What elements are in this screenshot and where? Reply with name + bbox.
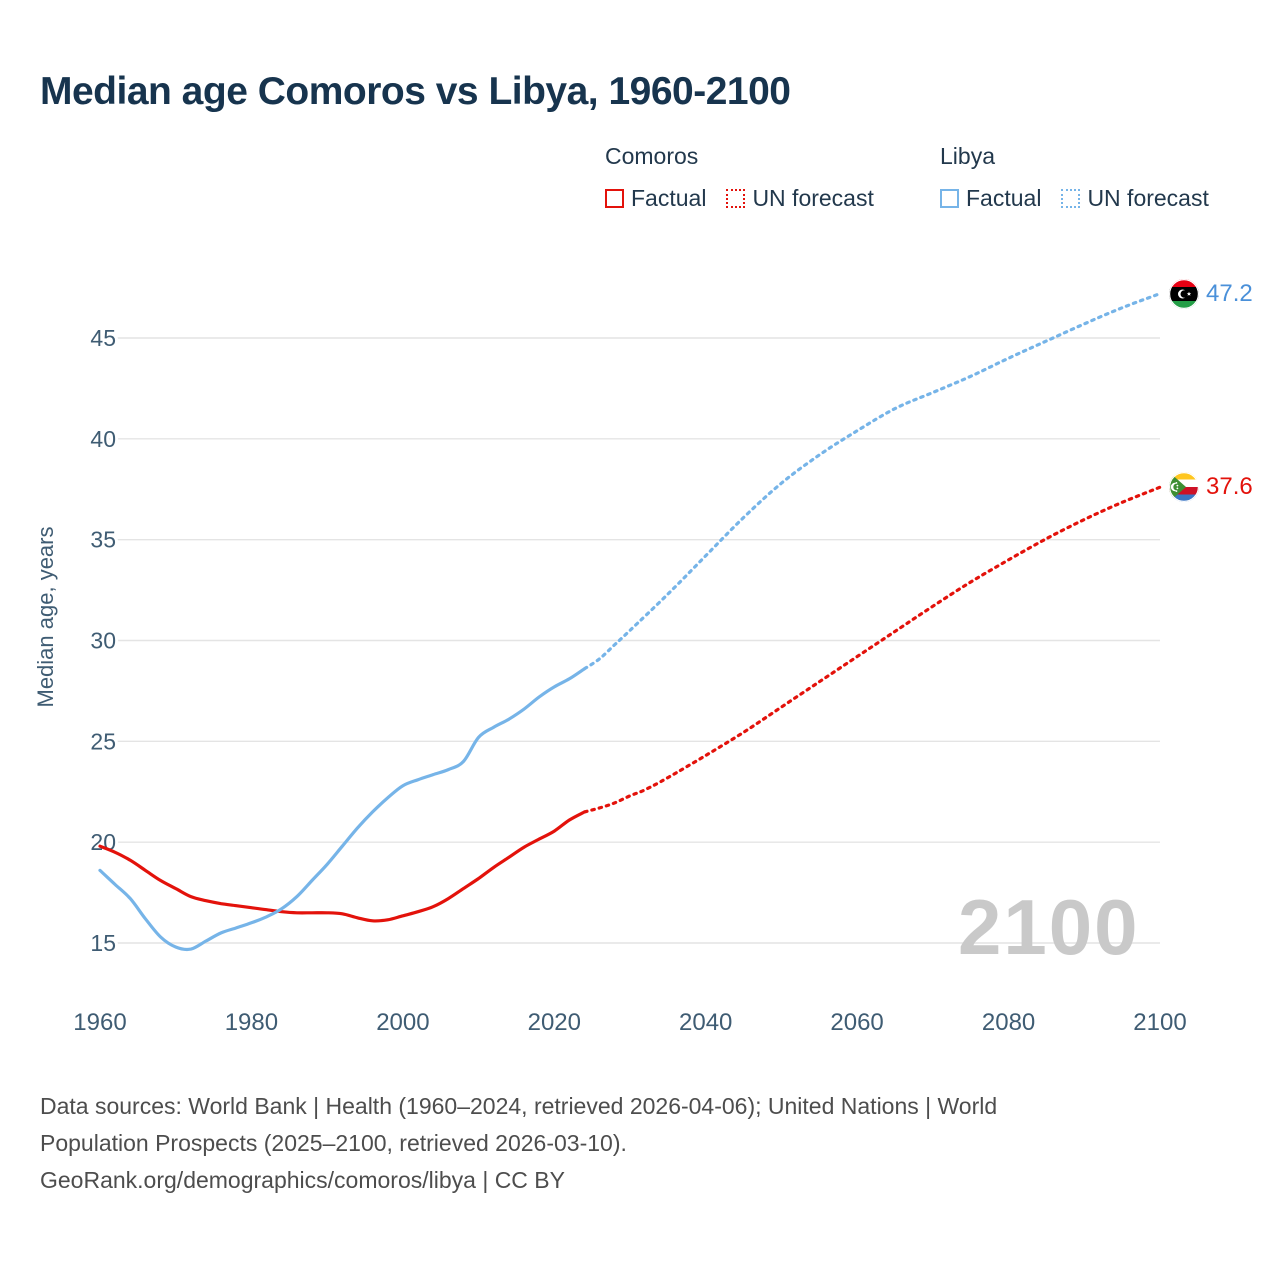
series-line-comoros-factual — [98, 810, 587, 923]
x-tick-label: 2020 — [528, 1009, 581, 1036]
comoros-forecast-label: UN forecast — [752, 185, 874, 211]
x-tick-label: 2100 — [1133, 1009, 1186, 1036]
libya-flag-icon — [1169, 278, 1199, 309]
x-tick-label: 1980 — [225, 1009, 278, 1036]
series-lines — [98, 292, 1162, 952]
series-line-comoros-un-forecast — [583, 485, 1162, 814]
y-tick-label: 40 — [90, 426, 116, 452]
comoros-flag-icon — [1169, 472, 1199, 503]
y-tick-label: 45 — [90, 325, 116, 351]
x-tick-label: 2040 — [679, 1009, 732, 1036]
libya-end-marker: 47.2 — [1169, 278, 1253, 309]
x-tick-label: 1960 — [73, 1009, 126, 1036]
y-tick-label: 25 — [90, 728, 116, 754]
libya-forecast-swatch — [1061, 189, 1081, 208]
libya-forecast-label: UN forecast — [1087, 185, 1209, 211]
x-tick-labels: 1960 1980 2000 2020 2040 2060 2080 2100 — [73, 1009, 1186, 1036]
series-line-libya-factual — [98, 667, 587, 952]
comoros-forecast-swatch — [726, 189, 746, 208]
libya-factual-swatch — [940, 189, 959, 208]
gridlines — [95, 337, 1160, 944]
comoros-factual-swatch — [605, 189, 624, 208]
comoros-end-marker: 37.6 — [1169, 472, 1253, 503]
legend-group-comoros: Comoros Factual UN forecast — [605, 143, 874, 212]
footer-line: Data sources: World Bank | Health (1960–… — [40, 1093, 998, 1119]
x-tick-label: 2080 — [982, 1009, 1035, 1036]
footer: Data sources: World Bank | Health (1960–… — [40, 1088, 1200, 1199]
comoros-factual-label: Factual — [631, 185, 707, 211]
comoros-end-value: 37.6 — [1206, 473, 1253, 501]
legend-country-label-libya: Libya — [940, 143, 995, 169]
chart-title: Median age Comoros vs Libya, 1960-2100 — [40, 70, 791, 113]
y-tick-label: 30 — [90, 628, 116, 654]
y-tick-label: 35 — [90, 527, 116, 553]
legend-country-label-comoros: Comoros — [605, 143, 699, 169]
x-tick-label: 2000 — [376, 1009, 429, 1036]
legend-group-libya: Libya Factual UN forecast — [940, 143, 1209, 212]
watermark-year: 2100 — [958, 883, 1140, 971]
series-line-libya-un-forecast — [583, 292, 1162, 671]
libya-factual-label: Factual — [966, 185, 1042, 211]
x-tick-label: 2060 — [830, 1009, 883, 1036]
libya-end-value: 47.2 — [1206, 279, 1253, 307]
y-tick-label: 15 — [90, 930, 116, 956]
footer-line: Population Prospects (2025–2100, retriev… — [40, 1130, 627, 1156]
footer-line: GeoRank.org/demographics/comoros/libya |… — [40, 1167, 565, 1193]
